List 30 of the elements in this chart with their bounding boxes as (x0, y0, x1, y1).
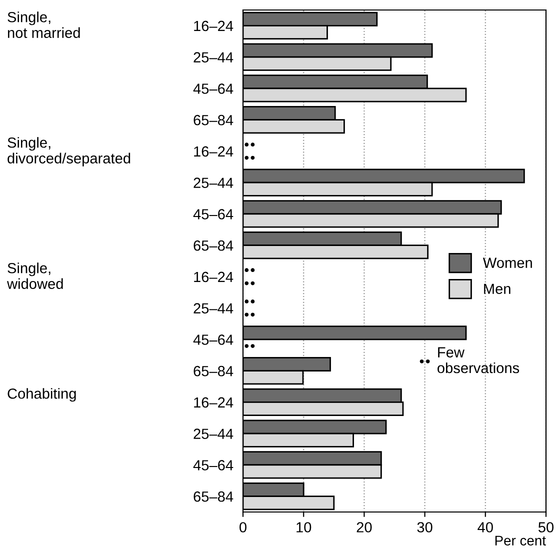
y-tick-label: 16–24 (194, 272, 234, 282)
x-tick-label: 30 (417, 522, 432, 532)
legend-label: Men (484, 284, 510, 294)
y-tick-label: 16–24 (194, 397, 234, 408)
y-tick-label: 45–64 (193, 334, 234, 345)
x-tick-label: 40 (478, 522, 493, 532)
text: Single, widowed (6, 262, 63, 289)
x-axis-title: Per cent (495, 536, 546, 546)
y-tick-label: 25–44 (194, 178, 234, 188)
annotation: Few observations (438, 347, 520, 374)
text: Single, not married (8, 12, 80, 38)
x-tick-label: 20 (356, 522, 372, 532)
x-tick-label: 10 (296, 522, 312, 532)
y-tick-label: 65–84 (194, 491, 234, 502)
legend-label: Women (482, 258, 532, 268)
y-tick-label: 16–24 (194, 20, 234, 32)
text: Single, divorced/separated (8, 137, 130, 166)
y-tick-label: 25–44 (194, 52, 234, 62)
x-tick-label: 50 (538, 522, 554, 532)
y-tick-label: 45–64 (193, 84, 234, 94)
y-tick-label: 65–84 (194, 114, 234, 126)
y-tick-label: 25–44 (194, 303, 234, 314)
y-tick-label: 45–64 (193, 460, 234, 470)
y-tick-label: 65–84 (194, 240, 234, 251)
y-tick-label: 25–44 (194, 428, 234, 439)
text: Cohabiting (8, 388, 76, 402)
y-tick-label: 45–64 (193, 209, 234, 220)
y-tick-label: 16–24 (194, 146, 234, 157)
y-tick-label: 65–84 (194, 366, 234, 376)
x-tick-label: 0 (240, 522, 246, 532)
